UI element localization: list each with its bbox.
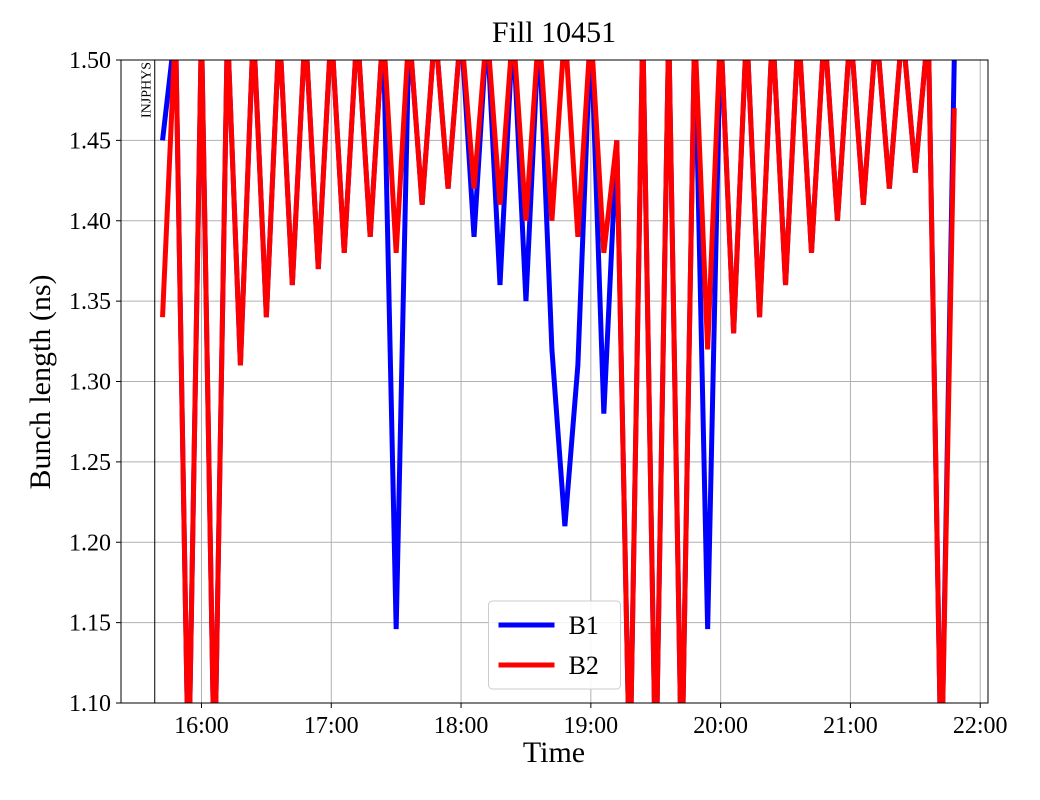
y-tick-label: 1.45 xyxy=(69,128,111,154)
plot-lines xyxy=(160,60,957,703)
x-tick-label: 17:00 xyxy=(304,713,359,739)
x-tick-label: 21:00 xyxy=(823,713,878,739)
y-tick-label: 1.25 xyxy=(69,450,111,476)
annotation-label: INJPHYS xyxy=(140,62,155,118)
y-tick-label: 1.35 xyxy=(69,289,111,315)
x-tick-label: 22:00 xyxy=(953,713,1008,739)
x-tick-label: 16:00 xyxy=(174,713,229,739)
chart-title: Fill 10451 xyxy=(492,16,616,49)
series-line xyxy=(160,60,957,703)
legend-label: B2 xyxy=(569,651,599,680)
y-tick-label: 1.30 xyxy=(69,370,111,396)
x-tick-label: 19:00 xyxy=(564,713,619,739)
y-tick-label: 1.20 xyxy=(69,530,111,556)
x-tick-label: 18:00 xyxy=(434,713,489,739)
y-tick-label: 1.10 xyxy=(69,691,111,717)
y-axis-label: Bunch length (ns) xyxy=(24,275,57,490)
x-axis-label: Time xyxy=(523,736,585,769)
y-tick-label: 1.50 xyxy=(69,48,111,74)
legend-label: B1 xyxy=(569,611,599,640)
x-tick-label: 20:00 xyxy=(693,713,748,739)
y-tick-label: 1.40 xyxy=(69,209,111,235)
y-tick-label: 1.15 xyxy=(69,611,111,637)
ticks: 1.10 1.15 1.20 1.25 1.30 1.35 1.40 1.45 1.50 16:0… xyxy=(69,48,1008,739)
legend-box xyxy=(488,600,621,690)
